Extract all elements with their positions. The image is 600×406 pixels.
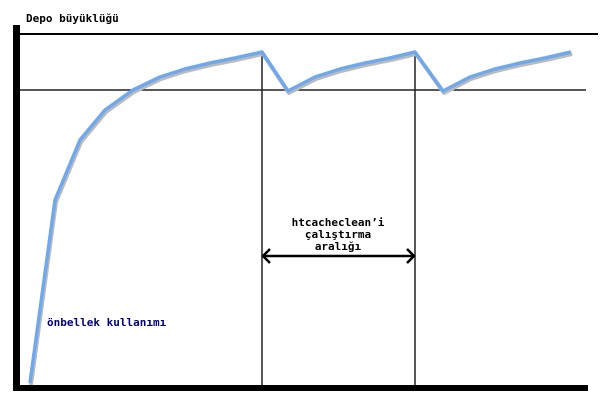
curve-label: önbellek kullanımı bbox=[47, 316, 167, 329]
interval-label-line-1: htcacheclean’i bbox=[292, 216, 385, 229]
x-axis bbox=[13, 385, 588, 391]
usage-curve bbox=[28, 50, 572, 384]
interval-label-line-2: çalıştırma bbox=[305, 228, 371, 241]
y-axis bbox=[13, 25, 20, 391]
y-axis-label: Depo büyüklüğü bbox=[26, 12, 119, 25]
interval-label-line-3: aralığı bbox=[315, 240, 362, 253]
usage-curve-shadow bbox=[29, 52, 573, 386]
interval-arrow bbox=[261, 248, 416, 264]
